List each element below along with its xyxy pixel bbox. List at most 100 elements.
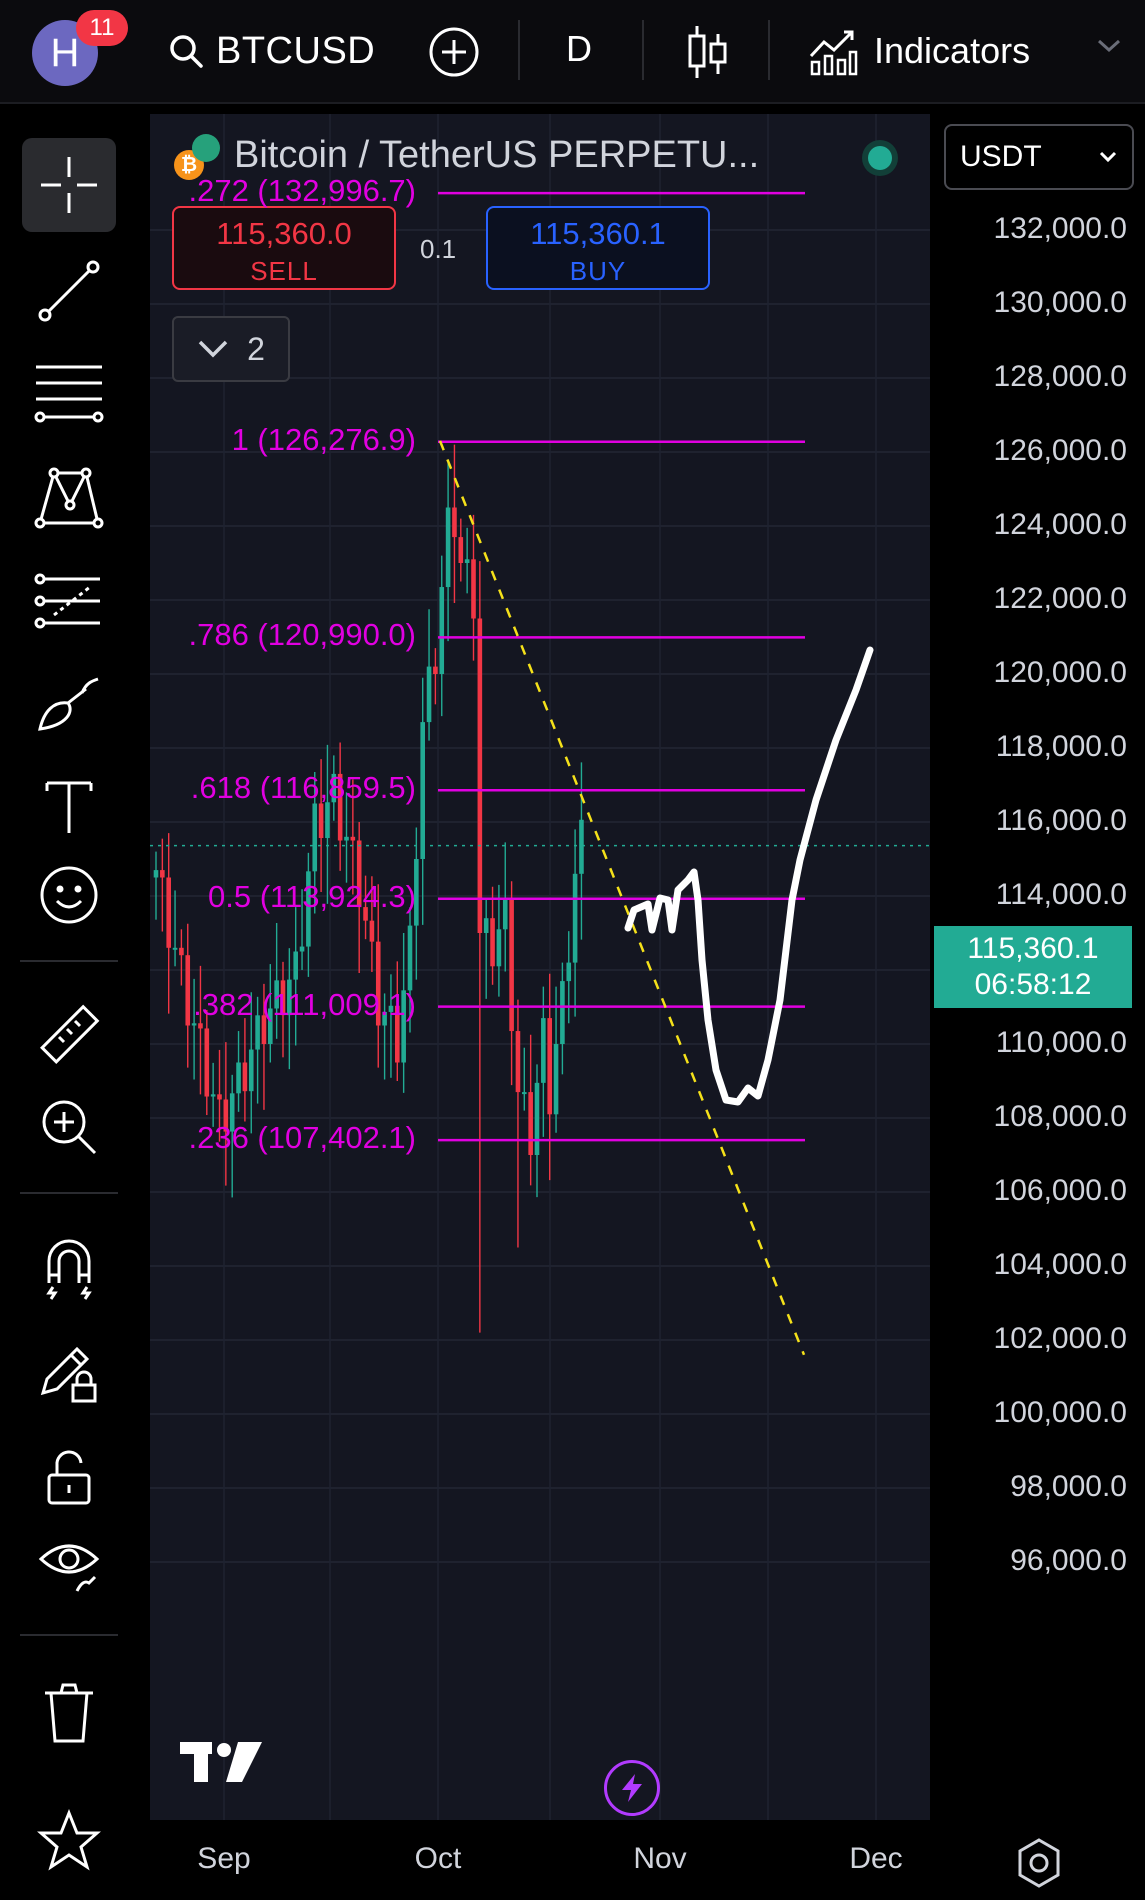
- chart-settings-button[interactable]: [1012, 1836, 1066, 1890]
- price-label: 132,000.0: [993, 212, 1127, 245]
- chart-type-button[interactable]: [686, 24, 730, 80]
- flash-icon[interactable]: [604, 1760, 660, 1816]
- candle-body: [388, 1005, 394, 1012]
- emoji-tool[interactable]: [22, 848, 116, 942]
- market-status-icon[interactable]: [862, 140, 898, 176]
- sell-label: SELL: [250, 256, 318, 286]
- candle-body: [395, 1005, 400, 1063]
- magnet-tool[interactable]: [22, 1222, 116, 1316]
- price-label: 102,000.0: [993, 1322, 1127, 1355]
- tradingview-logo: [180, 1740, 262, 1784]
- indicators-button[interactable]: Indicators: [808, 26, 1030, 76]
- collapsed-count: 2: [247, 330, 265, 367]
- remove-drawings-tool[interactable]: [22, 1666, 116, 1760]
- candle-body: [534, 1082, 540, 1155]
- candles-icon: [688, 26, 727, 78]
- price-label: 104,000.0: [993, 1248, 1127, 1281]
- chart-pane[interactable]: [150, 114, 930, 1820]
- currency-selector[interactable]: USDT: [944, 124, 1134, 190]
- lock-tool[interactable]: [22, 1430, 116, 1524]
- hand-drawn-forecast: [624, 646, 874, 1106]
- sell-button[interactable]: 115,360.0 SELL: [172, 206, 396, 290]
- top-toolbar: H 11 BTCUSD D Indicators: [0, 0, 1145, 104]
- price-label: 110,000.0: [995, 1026, 1127, 1059]
- crosshair-tool[interactable]: [22, 138, 116, 232]
- candle-body: [229, 1093, 235, 1132]
- price-label: 126,000.0: [993, 434, 1127, 467]
- candle-body: [375, 941, 381, 1026]
- candle-body: [528, 1092, 533, 1155]
- price-chart[interactable]: [150, 114, 930, 1820]
- indicators-icon: [809, 30, 858, 76]
- candle-body: [191, 1023, 197, 1026]
- compare-symbol-button[interactable]: [428, 26, 480, 78]
- fib-level-label[interactable]: .618 (116,859.5): [190, 770, 416, 806]
- candle-body: [579, 819, 584, 874]
- fib-retracement-icon: [34, 365, 104, 423]
- gear-icon: [1018, 1838, 1060, 1888]
- candle-body: [223, 1099, 229, 1132]
- toolbar-more-button[interactable]: [1096, 38, 1122, 54]
- candle-body: [547, 1018, 552, 1115]
- price-label: 118,000.0: [995, 730, 1127, 763]
- price-label: 100,000.0: [993, 1396, 1127, 1429]
- lock-drawing-icon: [40, 1346, 97, 1403]
- brush-icon: [38, 677, 99, 731]
- candle-body: [242, 1062, 248, 1092]
- candle-body: [337, 773, 343, 841]
- lock-icon: [47, 1450, 91, 1505]
- prediction-tool[interactable]: [22, 554, 116, 648]
- candle-body: [299, 946, 305, 952]
- toolbar-divider: [768, 20, 770, 80]
- candle-body: [483, 918, 489, 933]
- avatar[interactable]: H 11: [32, 10, 128, 86]
- candle-body: [166, 877, 171, 948]
- lock-drawings-tool[interactable]: [22, 1326, 116, 1420]
- candle-body: [274, 980, 279, 1009]
- pattern-tool[interactable]: [22, 450, 116, 544]
- chevron-down-icon: [1097, 39, 1121, 53]
- symbol-search-button[interactable]: BTCUSD: [168, 26, 375, 76]
- candle-body: [553, 1044, 559, 1115]
- candle-body: [236, 1062, 241, 1094]
- fib-level-label[interactable]: .786 (120,990.0): [188, 617, 416, 653]
- measure-tool[interactable]: [22, 988, 116, 1082]
- toolbar-divider: [518, 20, 520, 80]
- candle-body: [356, 840, 362, 908]
- tether-icon: [192, 134, 220, 162]
- candle-body: [160, 870, 165, 878]
- candle-body: [325, 802, 330, 839]
- favorites-tool[interactable]: [22, 1794, 116, 1888]
- candle-body: [426, 666, 432, 723]
- candle-body: [179, 947, 184, 956]
- interval-button[interactable]: D: [566, 28, 592, 69]
- crosshair-icon: [41, 157, 97, 213]
- fib-level-label[interactable]: .382 (111,009.1): [193, 986, 416, 1022]
- fib-level-label[interactable]: .272 (132,996.7): [188, 173, 416, 209]
- brush-tool[interactable]: [22, 656, 116, 750]
- prediction-icon: [34, 573, 100, 629]
- price-label: 120,000.0: [993, 656, 1127, 689]
- candle-body: [490, 918, 495, 967]
- fib-level-label[interactable]: 0.5 (113,924.3): [208, 878, 416, 914]
- zoom-in-tool[interactable]: [22, 1080, 116, 1174]
- sell-price: 115,360.0: [216, 216, 352, 251]
- fib-level-label[interactable]: .236 (107,402.1): [188, 1120, 416, 1156]
- emoji-icon: [40, 866, 98, 924]
- legend-collapse-button[interactable]: 2: [172, 316, 290, 382]
- time-axis[interactable]: Sep Oct Nov Dec: [150, 1822, 930, 1900]
- chart-title[interactable]: Bitcoin / TetherUS PERPETU...: [234, 134, 760, 176]
- trend-line-tool[interactable]: [22, 244, 116, 338]
- time-label: Nov: [633, 1842, 687, 1875]
- last-price-value: 115,360.1: [967, 932, 1099, 965]
- pattern-icon: [34, 467, 104, 529]
- toolbar-separator: [20, 960, 118, 962]
- candle-body: [293, 951, 298, 980]
- trash-icon: [45, 1683, 93, 1743]
- buy-button[interactable]: 115,360.1 BUY: [486, 206, 710, 290]
- text-tool[interactable]: [22, 760, 116, 854]
- fib-retracement-tool[interactable]: [22, 346, 116, 440]
- fib-level-label[interactable]: 1 (126,276.9): [231, 421, 416, 457]
- visibility-tool[interactable]: [22, 1518, 116, 1612]
- candle-body: [458, 537, 464, 563]
